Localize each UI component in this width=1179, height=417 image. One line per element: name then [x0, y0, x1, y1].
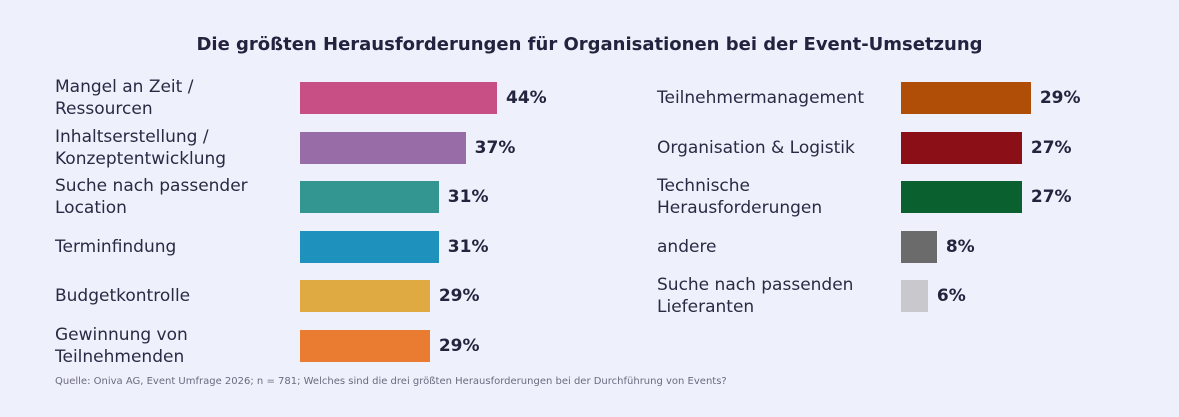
- bar: [901, 181, 1022, 214]
- bar-value-label: 31%: [447, 187, 489, 208]
- bar: [901, 131, 1022, 164]
- bar-label: Terminfindung: [55, 236, 177, 257]
- bar-value-label: 27%: [1030, 137, 1072, 158]
- bar: [300, 82, 497, 114]
- bar-label: Suche nach passender Location: [55, 176, 248, 219]
- bar: [300, 280, 430, 313]
- bar-value-label: 31%: [447, 236, 489, 257]
- bar-label: Gewinnung von Teilnehmenden: [55, 325, 188, 367]
- source-note: Quelle: Oniva AG, Event Umfrage 2026; n …: [55, 376, 727, 387]
- bar-label: Teilnehmermanagement: [657, 88, 864, 108]
- bar: [300, 330, 430, 362]
- bar: [901, 280, 928, 313]
- bar-value-label: 6%: [936, 286, 966, 307]
- bar-value-label: 29%: [1039, 88, 1081, 108]
- bar-label: Budgetkontrolle: [55, 286, 191, 307]
- bar-value-label: 37%: [474, 137, 516, 158]
- bar-label: andere: [657, 236, 717, 257]
- bar-label: Organisation & Logistik: [657, 137, 855, 158]
- bar-value-label: 29%: [438, 286, 480, 307]
- bar: [901, 82, 1031, 114]
- bar: [300, 131, 466, 164]
- bar-value-label: 8%: [945, 236, 975, 257]
- bar-value-label: 27%: [1030, 187, 1072, 208]
- bar-value-label: 29%: [438, 336, 480, 356]
- bar: [901, 230, 937, 263]
- bar-label: Mangel an Zeit / Ressourcen: [55, 77, 194, 119]
- bar: [300, 230, 439, 263]
- chart-title: Die größten Herausforderungen für Organi…: [196, 34, 983, 55]
- bar-label: Inhaltserstellung / Konzeptentwicklung: [55, 126, 227, 169]
- bar-label: Technische Herausforderungen: [657, 176, 823, 219]
- bar-value-label: 44%: [506, 88, 547, 108]
- bar-label: Suche nach passenden Lieferanten: [657, 275, 854, 318]
- bar: [300, 181, 439, 214]
